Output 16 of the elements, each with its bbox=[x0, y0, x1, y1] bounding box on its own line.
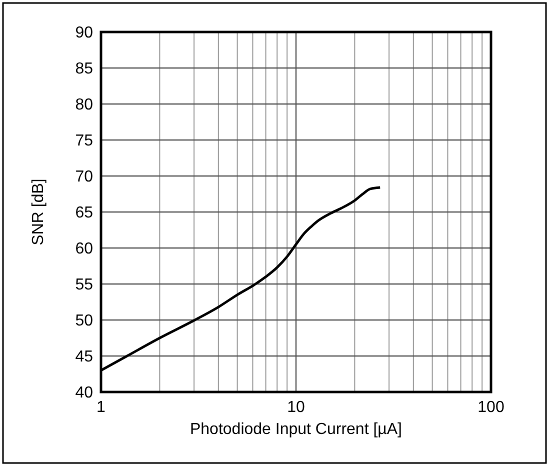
y-tick-label: 70 bbox=[75, 168, 94, 186]
y-tick-label: 85 bbox=[75, 60, 94, 78]
x-tick-label: 100 bbox=[478, 399, 504, 416]
y-tick-label: 60 bbox=[75, 240, 94, 258]
y-tick-label: 45 bbox=[75, 348, 94, 366]
y-tick-label: 90 bbox=[75, 24, 94, 42]
y-tick-label: 50 bbox=[75, 312, 94, 330]
y-tick-label: 65 bbox=[75, 204, 94, 222]
x-tick-label: 1 bbox=[96, 399, 106, 416]
x-axis-title: Photodiode Input Current [µA] bbox=[190, 421, 402, 438]
y-tick-label: 75 bbox=[75, 132, 94, 150]
y-axis-title: SNR [dB] bbox=[30, 178, 47, 246]
y-tick-label: 55 bbox=[75, 276, 94, 294]
y-tick-label: 40 bbox=[75, 384, 94, 402]
x-tick-label: 10 bbox=[287, 399, 305, 416]
y-tick-label: 80 bbox=[75, 96, 94, 114]
